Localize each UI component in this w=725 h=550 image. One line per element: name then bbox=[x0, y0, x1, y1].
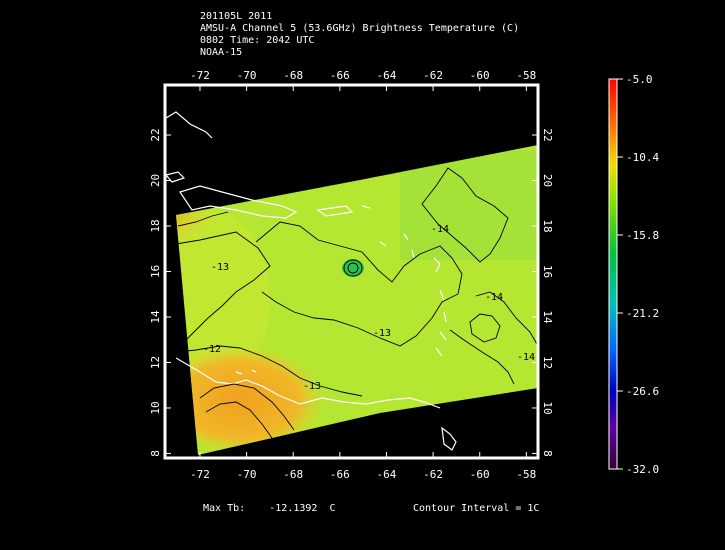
contour-labels: -12 -13 -13 -14 -14 -14 -13 bbox=[203, 224, 535, 392]
colorbar-tick-label: -15.8 bbox=[626, 229, 659, 242]
title-satellite-line: NOAA-15 bbox=[200, 47, 243, 58]
lon-tick-label-bottom: -72 bbox=[190, 468, 210, 481]
lon-tick-label-top: -72 bbox=[190, 69, 210, 82]
coastlines bbox=[164, 111, 457, 451]
lat-tick-label-left: 16 bbox=[149, 265, 162, 278]
contour-label: -12 bbox=[203, 344, 221, 355]
lat-tick-label-left: 20 bbox=[149, 174, 162, 187]
lon-tick-label-bottom: -70 bbox=[237, 468, 257, 481]
lat-tick-label-right: 10 bbox=[541, 401, 554, 414]
contour-south-ring-2 bbox=[205, 401, 273, 439]
lat-tick-label-left: 18 bbox=[149, 219, 162, 232]
lat-tick-label-left: 10 bbox=[149, 401, 162, 414]
coastline-jamaica bbox=[164, 171, 186, 183]
contour-interval-readout: Contour Interval = 1C bbox=[413, 503, 539, 514]
contour-label: -13 bbox=[373, 328, 391, 339]
contour-label: -13 bbox=[211, 262, 229, 273]
lon-tick-label-bottom: -62 bbox=[423, 468, 443, 481]
swath-warm-patch-south bbox=[176, 345, 325, 455]
colorbar-ticks: -5.0 -10.4 -15.8 -21.2 -26.6 -32.0 bbox=[617, 73, 659, 476]
lat-tick-label-right: 14 bbox=[541, 310, 554, 324]
contour-cold-spot-2 bbox=[347, 262, 359, 274]
lat-tick-label-left: 12 bbox=[149, 356, 162, 369]
lat-tick-label-right: 18 bbox=[541, 219, 554, 232]
lon-tick-label-top: -60 bbox=[470, 69, 490, 82]
swath-green-patch-east bbox=[400, 150, 538, 260]
colorbar-tick-label: -32.0 bbox=[626, 463, 659, 476]
lon-tick-label-bottom: -58 bbox=[516, 468, 536, 481]
title-channel-line: AMSU-A Channel 5 (53.6GHz) Brightness Te… bbox=[200, 23, 520, 34]
lat-tick-label-left: 8 bbox=[149, 450, 162, 457]
contour-label: -14 bbox=[431, 224, 449, 235]
contour-label: -14 bbox=[517, 352, 535, 363]
title-time-line: 0802 Time: 2042 UTC bbox=[200, 35, 315, 46]
axis-ticks: -72 -72 -70 -70 -68 -68 -66 -66 -64 -64 -62 -62 -60 -… bbox=[149, 69, 554, 481]
lat-tick-label-left: 14 bbox=[149, 310, 162, 324]
coastline-trinidad bbox=[441, 426, 457, 451]
max-tb-unit: C bbox=[329, 503, 336, 514]
lat-tick-label-right: 16 bbox=[541, 265, 554, 278]
contour-14-southeast bbox=[475, 291, 539, 347]
lat-tick-label-right: 12 bbox=[541, 356, 554, 369]
lat-tick-label-right: 8 bbox=[541, 450, 554, 457]
lon-tick-label-top: -68 bbox=[283, 69, 303, 82]
contour-13-central bbox=[255, 221, 463, 347]
lon-tick-label-top: -62 bbox=[423, 69, 443, 82]
colorbar: -5.0 -10.4 -15.8 -21.2 -26.6 -32.0 bbox=[608, 73, 659, 476]
contour-14-east bbox=[421, 167, 509, 263]
colorbar-tick-label: -10.4 bbox=[626, 151, 659, 164]
coastline-hispaniola bbox=[179, 185, 298, 219]
plot-title: 201105L 2011 AMSU-A Channel 5 (53.6GHz) … bbox=[200, 11, 519, 59]
lon-tick-label-bottom: -64 bbox=[377, 468, 397, 481]
lat-tick-label-right: 22 bbox=[541, 128, 554, 141]
contour-label: -13 bbox=[303, 381, 321, 392]
lon-tick-label-bottom: -68 bbox=[283, 468, 303, 481]
coastline-cuba bbox=[165, 111, 213, 139]
contour-12-south bbox=[175, 345, 363, 397]
coastline-lesser-antilles bbox=[403, 233, 447, 357]
swath-cold-spot bbox=[342, 259, 364, 277]
swath-warm-patch-northwest bbox=[176, 196, 240, 240]
contour-13-west bbox=[175, 231, 271, 347]
coastline-venezuela bbox=[175, 357, 441, 409]
colorbar-tick-label: -21.2 bbox=[626, 307, 659, 320]
lon-tick-label-top: -64 bbox=[377, 69, 397, 82]
max-tb-readout: Max Tb: -12.1392 C bbox=[203, 503, 336, 514]
contour-south-ring-1 bbox=[199, 383, 295, 431]
colorbar-tick-label: -5.0 bbox=[626, 73, 653, 86]
lat-tick-label-right: 20 bbox=[541, 174, 554, 187]
lon-tick-label-top: -66 bbox=[330, 69, 350, 82]
coastline-puerto-rico bbox=[316, 205, 354, 217]
contour-cold-spot-1 bbox=[343, 259, 363, 277]
colorbar-frame bbox=[608, 78, 618, 470]
satellite-swath bbox=[176, 145, 538, 455]
colorbar-gradient bbox=[609, 79, 617, 469]
contour-interval-text: Contour Interval = 1C bbox=[413, 503, 540, 514]
contour-lines bbox=[175, 167, 539, 439]
lon-tick-label-bottom: -60 bbox=[470, 468, 490, 481]
contour-label: -14 bbox=[485, 292, 503, 303]
title-storm-line: 201105L 2011 bbox=[200, 11, 273, 22]
max-tb-label: Max Tb: bbox=[203, 503, 246, 514]
max-tb-value: -12.1392 bbox=[269, 503, 318, 514]
lon-tick-label-bottom: -66 bbox=[330, 468, 350, 481]
contour-14-south bbox=[449, 329, 515, 385]
coastline-virgin-islands bbox=[361, 205, 387, 247]
lat-tick-label-left: 22 bbox=[149, 128, 162, 141]
contour-north-hispaniola bbox=[177, 211, 229, 227]
lon-tick-label-top: -58 bbox=[516, 69, 536, 82]
lon-tick-label-top: -70 bbox=[237, 69, 257, 82]
colorbar-tick-label: -26.6 bbox=[626, 385, 659, 398]
contour-east-lobe bbox=[469, 313, 501, 343]
coastline-abc-islands bbox=[235, 369, 257, 375]
